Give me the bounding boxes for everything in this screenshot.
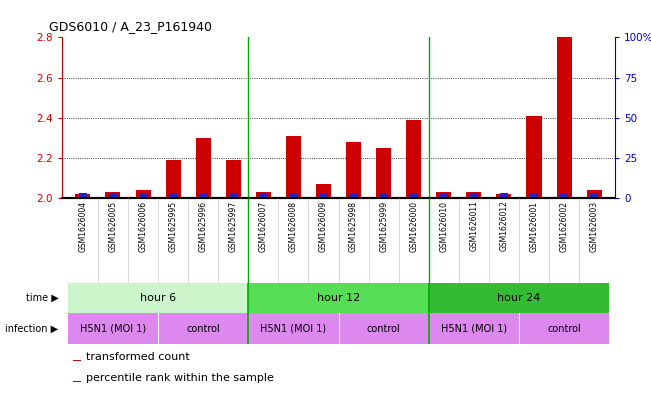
Bar [199,193,207,197]
Text: GSM1626011: GSM1626011 [469,200,478,252]
Text: GSM1626007: GSM1626007 [259,200,268,252]
Text: GSM1626012: GSM1626012 [499,200,508,252]
Bar [530,193,538,197]
Text: hour 24: hour 24 [497,293,540,303]
Text: transformed count: transformed count [86,353,189,362]
Bar [68,283,248,313]
Text: GSM1626003: GSM1626003 [590,200,599,252]
Bar [286,136,301,198]
Bar [557,37,572,198]
Bar [135,190,150,198]
Bar [139,193,147,197]
Text: time ▶: time ▶ [26,293,59,303]
Text: GSM1625995: GSM1625995 [169,200,178,252]
Bar [439,193,448,197]
Text: H5N1 (MOI 1): H5N1 (MOI 1) [260,323,326,334]
Bar [587,190,602,198]
Bar [409,193,418,197]
Text: hour 6: hour 6 [140,293,176,303]
Bar [226,160,241,198]
Text: GSM1626010: GSM1626010 [439,200,449,252]
Text: hour 12: hour 12 [317,293,360,303]
Text: GSM1626002: GSM1626002 [560,200,568,252]
Text: control: control [186,323,220,334]
Bar [406,120,421,198]
Bar [158,313,248,344]
Text: H5N1 (MOI 1): H5N1 (MOI 1) [441,323,507,334]
Text: GSM1626008: GSM1626008 [289,200,298,252]
Bar [256,192,271,198]
Bar [109,193,117,197]
Text: GSM1626001: GSM1626001 [529,200,538,252]
Text: GSM1626006: GSM1626006 [139,200,148,252]
Bar [350,193,357,197]
Bar [259,193,268,197]
Bar [229,193,238,197]
Text: H5N1 (MOI 1): H5N1 (MOI 1) [80,323,146,334]
Bar [590,193,598,197]
Bar [500,193,508,197]
Text: GSM1626005: GSM1626005 [109,200,117,252]
Text: GSM1625999: GSM1625999 [379,200,388,252]
Bar [165,160,180,198]
Bar [76,194,90,198]
Bar [527,116,542,198]
Bar [73,360,81,361]
Text: GSM1625996: GSM1625996 [199,200,208,252]
Bar [560,193,568,197]
Bar [73,381,81,382]
Bar [497,194,512,198]
Bar [196,138,211,198]
Bar [320,193,327,197]
Bar [289,193,298,197]
Text: control: control [547,323,581,334]
Text: control: control [367,323,400,334]
Bar [79,193,87,197]
Bar [248,313,339,344]
Bar [466,192,481,198]
Bar [376,148,391,198]
Bar [105,192,120,198]
Bar [316,184,331,198]
Text: GSM1626009: GSM1626009 [319,200,328,252]
Bar [429,283,609,313]
Text: infection ▶: infection ▶ [5,323,59,334]
Text: percentile rank within the sample: percentile rank within the sample [86,373,273,383]
Text: GSM1625997: GSM1625997 [229,200,238,252]
Text: GDS6010 / A_23_P161940: GDS6010 / A_23_P161940 [49,20,212,33]
Bar [68,313,158,344]
Bar [248,283,429,313]
Bar [436,192,451,198]
Bar [169,193,177,197]
Bar [519,313,609,344]
Bar [470,193,478,197]
Text: GSM1626000: GSM1626000 [409,200,418,252]
Text: GSM1625998: GSM1625998 [349,200,358,252]
Text: GSM1626004: GSM1626004 [78,200,87,252]
Bar [429,313,519,344]
Bar [380,193,388,197]
Bar [346,142,361,198]
Bar [339,313,429,344]
